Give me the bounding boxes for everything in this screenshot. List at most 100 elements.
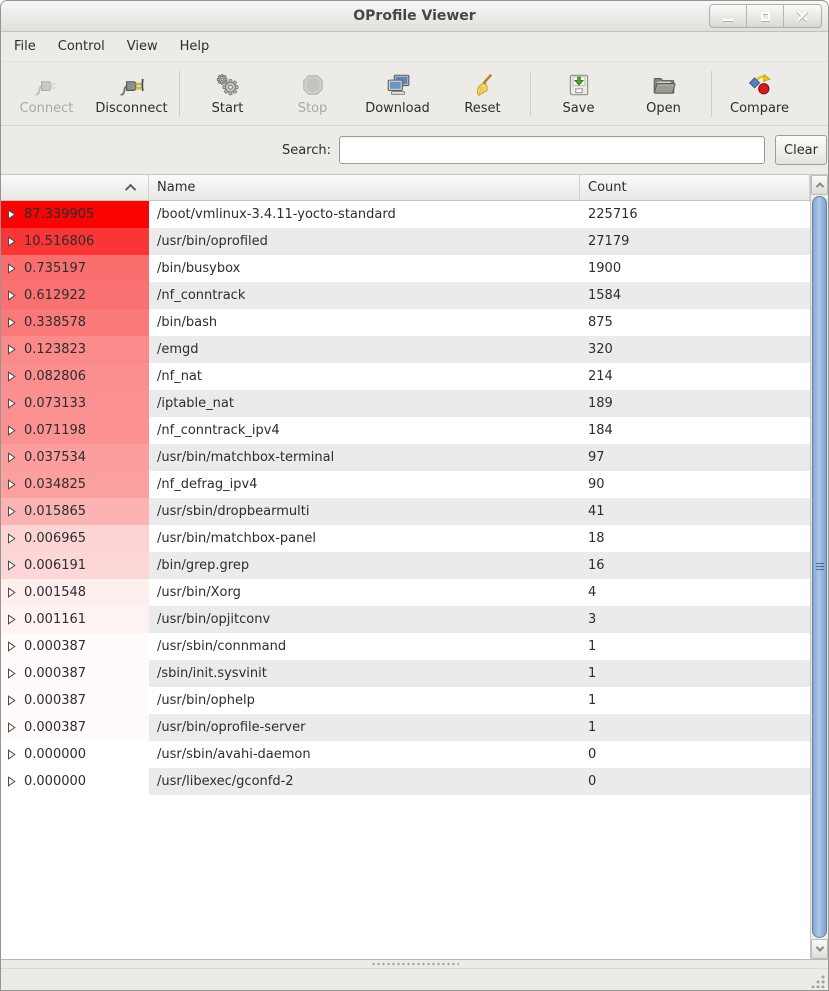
toolbar-button-compare[interactable]: Compare (717, 65, 802, 123)
expander-icon[interactable] (6, 317, 17, 328)
toolbar-button-save[interactable]: Save (536, 65, 621, 123)
table-row[interactable]: 0.000000 /usr/libexec/gconfd-2 0 (1, 768, 828, 795)
table-row[interactable]: 0.071198 /nf_conntrack_ipv4 184 (1, 417, 828, 444)
toolbar-button-disconnect[interactable]: Disconnect (89, 65, 174, 123)
binary-name: /usr/bin/matchbox-panel (157, 531, 316, 546)
binary-name: /nf_conntrack_ipv4 (157, 423, 280, 438)
count-value: 97 (580, 444, 810, 471)
binary-name: /sbin/init.sysvinit (149, 660, 580, 687)
resize-grip[interactable] (811, 974, 825, 988)
expander-icon[interactable] (6, 209, 17, 220)
binary-name: /emgd (149, 336, 580, 363)
table-row[interactable]: 0.006965 /usr/bin/matchbox-panel 18 (1, 525, 828, 552)
menu-item-control[interactable]: Control (57, 39, 105, 54)
toolbar-button-open[interactable]: Open (621, 65, 706, 123)
table-row[interactable]: 0.000387 /sbin/init.sysvinit 1 (1, 660, 828, 687)
expander-icon[interactable] (6, 695, 17, 706)
table-row[interactable]: 0.073133 /iptable_nat 189 (1, 390, 828, 417)
percent-cell: 0.123823 (1, 336, 149, 363)
expander-icon[interactable] (6, 452, 17, 463)
expander-icon[interactable] (6, 614, 17, 625)
table-row[interactable]: 0.000387 /usr/bin/ophelp 1 (1, 687, 828, 714)
minimize-button[interactable] (710, 5, 747, 27)
binary-name: /usr/bin/ophelp (157, 693, 255, 708)
statusbar (1, 968, 828, 990)
expander-icon[interactable] (6, 290, 17, 301)
expander-icon[interactable] (6, 236, 17, 247)
percent-cell: 0.000000 (1, 741, 149, 768)
count-value: 1584 (580, 282, 810, 309)
percent-value: 0.338578 (24, 315, 87, 330)
expander-icon[interactable] (6, 479, 17, 490)
table-row[interactable]: 0.735197 /bin/busybox 1900 (1, 255, 828, 282)
scroll-down-button[interactable] (811, 939, 828, 959)
binary-name: /usr/sbin/connmand (157, 639, 287, 654)
expander-icon[interactable] (6, 263, 17, 274)
percent-value: 0.015865 (24, 504, 87, 519)
table-row[interactable]: 0.037534 /usr/bin/matchbox-terminal 97 (1, 444, 828, 471)
table-row[interactable]: 87.339905 /boot/vmlinux-3.4.11-yocto-sta… (1, 201, 828, 228)
table-row[interactable]: 0.082806 /nf_nat 214 (1, 363, 828, 390)
window-controls (709, 4, 822, 28)
table-row[interactable]: 0.000387 /usr/sbin/connmand 1 (1, 633, 828, 660)
table-row[interactable]: 0.338578 /bin/bash 875 (1, 309, 828, 336)
close-button[interactable] (784, 5, 821, 27)
menu-item-help[interactable]: Help (179, 39, 210, 54)
toolbar-button-label: Save (562, 100, 595, 116)
expander-icon[interactable] (6, 587, 17, 598)
minimize-icon (723, 19, 733, 21)
expander-icon[interactable] (6, 641, 17, 652)
toolbar-separator (711, 70, 712, 117)
sort-ascending-icon (124, 183, 137, 195)
table-row[interactable]: 0.006191 /bin/grep.grep 16 (1, 552, 828, 579)
expander-icon[interactable] (6, 668, 17, 679)
binary-name: /bin/grep.grep (149, 552, 580, 579)
search-input[interactable] (339, 136, 765, 164)
expander-icon[interactable] (6, 398, 17, 409)
scrollbar-thumb[interactable] (812, 196, 827, 938)
scrollbar-track[interactable] (811, 195, 828, 939)
menubar: File Control View Help (1, 32, 828, 61)
table-row[interactable]: 0.000387 /usr/bin/oprofile-server 1 (1, 714, 828, 741)
clear-button[interactable]: Clear (775, 135, 827, 165)
expander-icon[interactable] (6, 344, 17, 355)
table-row[interactable]: 0.015865 /usr/sbin/dropbearmulti 41 (1, 498, 828, 525)
expander-icon[interactable] (6, 749, 17, 760)
table-row[interactable]: 0.000000 /usr/sbin/avahi-daemon 0 (1, 741, 828, 768)
table-row[interactable]: 0.123823 /emgd 320 (1, 336, 828, 363)
expander-icon[interactable] (6, 425, 17, 436)
toolbar-button-label: Start (211, 100, 244, 116)
expander-icon[interactable] (6, 371, 17, 382)
column-header-count[interactable]: Count (580, 175, 810, 200)
handle-grip-icon (370, 961, 459, 967)
menu-item-view[interactable]: View (126, 39, 158, 54)
vertical-scrollbar[interactable] (810, 175, 828, 959)
count-value: 27179 (580, 228, 810, 255)
table-row[interactable]: 0.612922 /nf_conntrack 1584 (1, 282, 828, 309)
column-header-percent[interactable] (1, 175, 149, 200)
count-value: 1 (580, 660, 810, 687)
toolbar-button-reset[interactable]: Reset (440, 65, 525, 123)
table-row[interactable]: 0.034825 /nf_defrag_ipv4 90 (1, 471, 828, 498)
expander-icon[interactable] (6, 776, 17, 787)
toolbar-button-start[interactable]: Start (185, 65, 270, 123)
percent-cell: 0.000387 (1, 633, 149, 660)
toolbar-button-download[interactable]: Download (355, 65, 440, 123)
expander-icon[interactable] (6, 560, 17, 571)
expander-icon[interactable] (6, 533, 17, 544)
menu-item-file[interactable]: File (14, 39, 36, 54)
table-row[interactable]: 10.516806 /usr/bin/oprofiled 27179 (1, 228, 828, 255)
paned-handle[interactable] (1, 959, 828, 968)
binary-name: /nf_defrag_ipv4 (157, 477, 258, 492)
table-row[interactable]: 0.001161 /usr/bin/opjitconv 3 (1, 606, 828, 633)
expander-icon[interactable] (6, 722, 17, 733)
toolbar-button-stop: Stop (270, 65, 355, 123)
table-row[interactable]: 0.001548 /usr/bin/Xorg 4 (1, 579, 828, 606)
column-header-name[interactable]: Name (149, 175, 580, 200)
scroll-up-button[interactable] (811, 175, 828, 195)
expander-icon[interactable] (6, 506, 17, 517)
titlebar[interactable]: OProfile Viewer (1, 1, 828, 32)
maximize-icon (760, 11, 770, 21)
maximize-button[interactable] (747, 5, 784, 27)
